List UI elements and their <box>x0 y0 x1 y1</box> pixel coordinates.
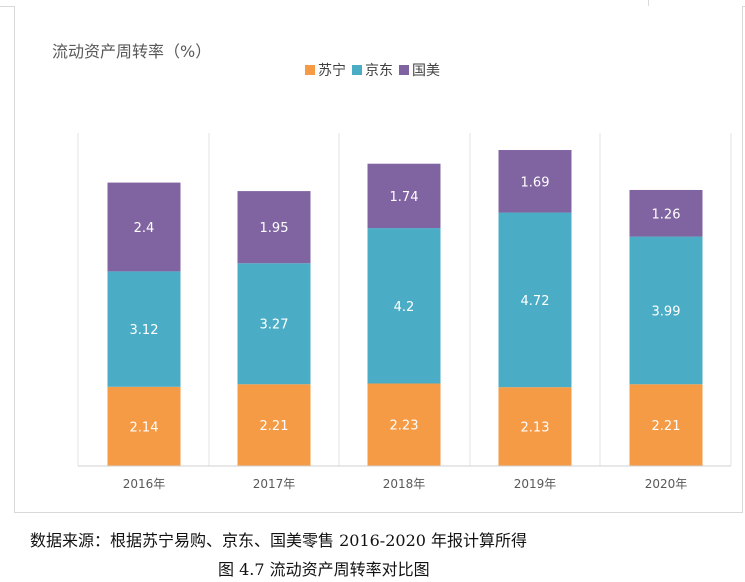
bar-gome-3 <box>498 150 572 213</box>
bar-suning-1 <box>237 384 311 466</box>
bar-suning-2 <box>367 383 441 466</box>
bar-gome-0 <box>107 182 181 272</box>
legend-swatch-gome <box>399 65 409 75</box>
data-label-jd-4: 3.99 <box>652 304 681 319</box>
legend-swatch-jd <box>352 65 362 75</box>
data-label-gome-4: 1.26 <box>652 207 681 222</box>
bar-jd-4 <box>629 236 703 385</box>
x-tick-label-3: 2019年 <box>514 477 557 491</box>
data-label-gome-2: 1.74 <box>390 190 419 205</box>
source-note: 数据来源：根据苏宁易购、京东、国美零售 2016-2020 年报计算所得 <box>30 531 528 550</box>
bar-suning-3 <box>498 387 572 466</box>
bar-jd-1 <box>237 263 311 385</box>
figure-caption: 图 4.7 流动资产周转率对比图 <box>218 560 430 579</box>
legend-swatch-suning <box>305 65 315 75</box>
stacked-bar-plot: 2.14 3.12 2.4 2016年 2.21 3.27 1.95 2017年 2.23 4.2… <box>77 133 732 491</box>
data-label-jd-1: 3.27 <box>260 318 289 333</box>
data-label-suning-1: 2.21 <box>260 419 289 434</box>
bar-gome-4 <box>629 189 703 237</box>
bar-gome-1 <box>237 191 311 264</box>
data-label-jd-2: 4.2 <box>394 300 415 315</box>
data-label-jd-3: 4.72 <box>521 294 550 309</box>
bar-jd-2 <box>367 228 441 384</box>
legend-label-suning: 苏宁 <box>318 63 346 79</box>
frame-top-tick <box>648 0 649 7</box>
data-label-gome-3: 1.69 <box>521 175 550 190</box>
legend-label-jd: 京东 <box>365 63 393 79</box>
bar-gome-2 <box>367 163 441 229</box>
data-label-suning-0: 2.14 <box>130 420 159 435</box>
x-tick-label-1: 2017年 <box>253 477 296 491</box>
chart-legend: 苏宁 京东 国美 <box>305 60 446 80</box>
x-tick-label-0: 2016年 <box>123 477 166 491</box>
legend-item-jd: 京东 <box>352 60 393 80</box>
bar-jd-3 <box>498 212 572 388</box>
data-label-suning-2: 2.23 <box>390 419 419 434</box>
data-label-jd-0: 3.12 <box>130 323 159 338</box>
data-label-gome-1: 1.95 <box>260 221 289 236</box>
data-label-gome-0: 2.4 <box>134 221 155 236</box>
legend-label-gome: 国美 <box>412 63 440 79</box>
x-tick-label-2: 2018年 <box>383 477 426 491</box>
bar-jd-0 <box>107 271 181 387</box>
chart-title: 流动资产周转率（%） <box>52 42 212 61</box>
bar-suning-4 <box>629 384 703 466</box>
legend-item-gome: 国美 <box>399 60 440 80</box>
data-label-suning-4: 2.21 <box>652 419 681 434</box>
x-tick-label-4: 2020年 <box>645 477 688 491</box>
bar-suning-0 <box>107 386 181 466</box>
legend-item-suning: 苏宁 <box>305 60 346 80</box>
data-label-suning-3: 2.13 <box>521 421 550 436</box>
